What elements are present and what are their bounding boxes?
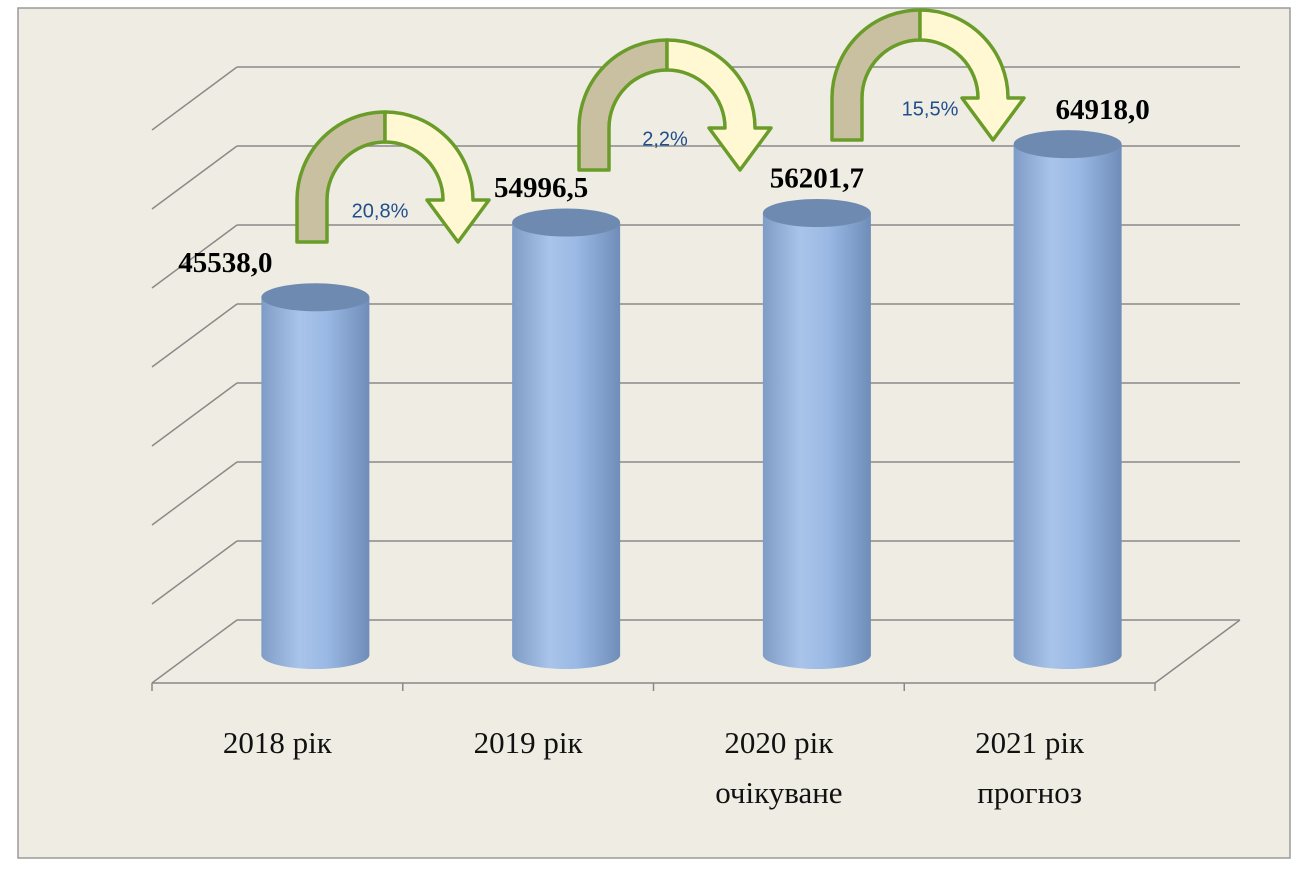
arrow-right (665, 38, 773, 172)
grid-line-side (151, 619, 238, 684)
value-label: 45538,0 (178, 247, 272, 279)
bar-base (512, 641, 621, 669)
bar-top (762, 199, 871, 228)
grid-line-side (151, 540, 238, 605)
x-tick-label: 2019 рік (473, 725, 583, 760)
value-label: 54996,5 (494, 172, 588, 204)
bar-top (261, 283, 370, 312)
bar (762, 213, 871, 655)
grid-line-side (151, 224, 238, 289)
bar-top (512, 208, 621, 237)
bar-base (261, 641, 370, 669)
grid-line-side (151, 382, 238, 447)
growth-annotation: 15,5% (902, 98, 959, 120)
arrow-right (383, 110, 491, 244)
value-label: 56201,7 (770, 163, 864, 195)
x-tick-label: 2020 рік очікуване (715, 725, 843, 810)
grid-line-side (151, 145, 238, 210)
growth-annotation: 20,8% (352, 200, 409, 222)
grid-line-side (151, 66, 238, 131)
grid-line-side (151, 303, 238, 368)
growth-annotation: 2,2% (642, 128, 688, 150)
value-label: 64918,0 (1056, 94, 1150, 126)
grid-line-side (151, 461, 238, 526)
bar-base (1013, 641, 1122, 669)
x-tick-label: 2021 рік прогноз (975, 725, 1085, 810)
bar (261, 297, 370, 655)
x-tick-label: 2018 рік (222, 725, 332, 760)
bar-top (1013, 130, 1122, 159)
bar (1013, 144, 1122, 655)
bar-base (762, 641, 871, 669)
arrow-right (918, 8, 1026, 142)
bar (512, 222, 621, 655)
floor-right (1154, 619, 1241, 684)
